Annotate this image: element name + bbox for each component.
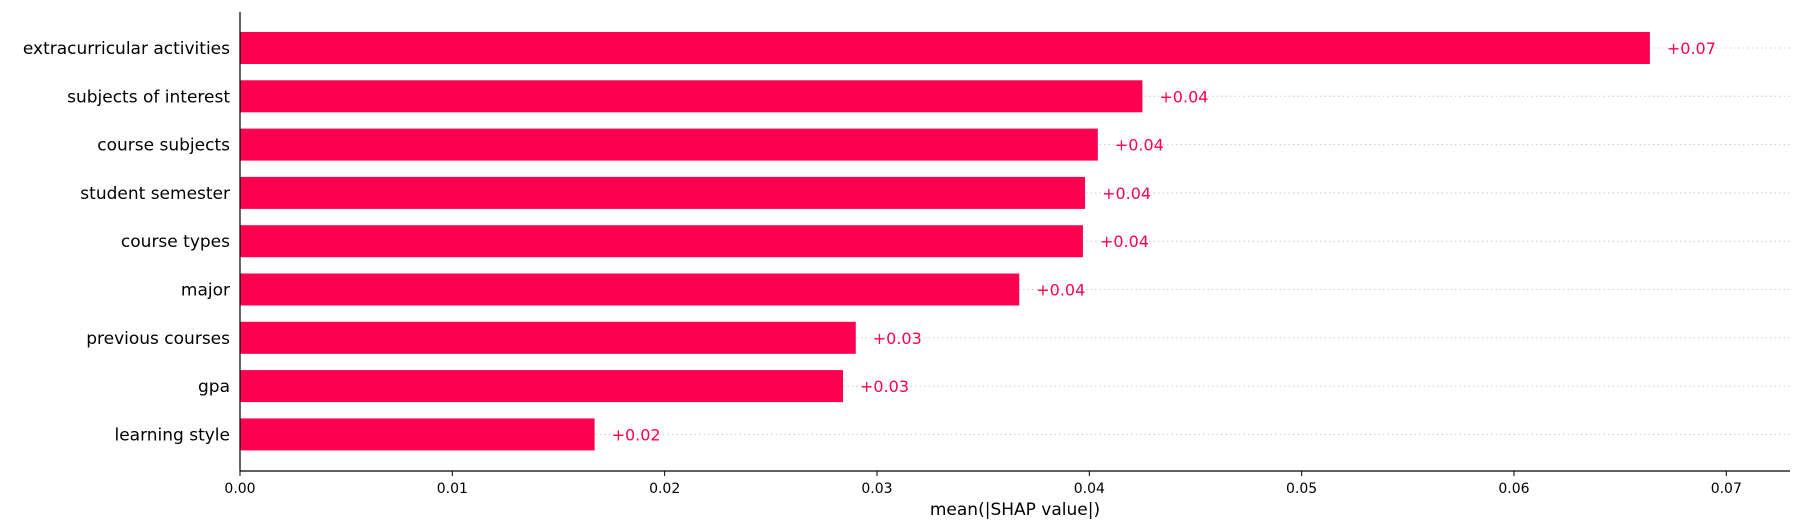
bar xyxy=(240,80,1143,113)
feature-label: gpa xyxy=(198,377,230,397)
value-labels: +0.07 +0.04 +0.04 +0.04 +0.04 +0.04 +0.03 +0.03… xyxy=(612,39,1716,444)
x-tick-label: 0.00 xyxy=(224,481,255,497)
feature-labels: extracurricular activities subjects of in… xyxy=(23,39,230,445)
value-label: +0.04 xyxy=(1036,281,1085,300)
feature-label: course types xyxy=(121,232,230,252)
x-tick-label: 0.04 xyxy=(1074,481,1105,497)
bar xyxy=(240,128,1098,161)
feature-label: previous courses xyxy=(86,329,230,349)
feature-label: extracurricular activities xyxy=(23,39,230,59)
value-label: +0.03 xyxy=(860,377,909,396)
feature-label: course subjects xyxy=(97,136,230,156)
x-tick-label: 0.07 xyxy=(1711,481,1742,497)
bar xyxy=(240,418,595,451)
value-label: +0.04 xyxy=(1102,184,1151,203)
feature-label: learning style xyxy=(114,425,230,445)
x-tick-label: 0.02 xyxy=(649,481,680,497)
x-tick-label: 0.06 xyxy=(1498,481,1529,497)
value-label: +0.03 xyxy=(873,329,922,348)
bar xyxy=(240,176,1086,209)
x-axis-ticks: 0.00 0.01 0.02 0.03 0.04 0.05 0.06 0.07 xyxy=(224,471,1742,497)
value-label: +0.02 xyxy=(612,425,661,444)
feature-label: major xyxy=(181,281,230,301)
bar xyxy=(240,273,1020,306)
bars xyxy=(240,32,1650,451)
x-axis-title: mean(|SHAP value|) xyxy=(930,500,1100,520)
bar xyxy=(240,32,1650,64)
x-tick-label: 0.05 xyxy=(1286,481,1317,497)
value-label: +0.07 xyxy=(1667,39,1716,58)
bar xyxy=(240,321,856,354)
feature-label: subjects of interest xyxy=(67,87,230,107)
bar xyxy=(240,225,1083,258)
x-tick-label: 0.01 xyxy=(437,481,468,497)
value-label: +0.04 xyxy=(1115,136,1164,155)
x-tick-label: 0.03 xyxy=(861,481,892,497)
bar xyxy=(240,370,844,403)
value-label: +0.04 xyxy=(1159,87,1208,106)
value-label: +0.04 xyxy=(1100,232,1149,251)
feature-label: student semester xyxy=(80,184,230,204)
